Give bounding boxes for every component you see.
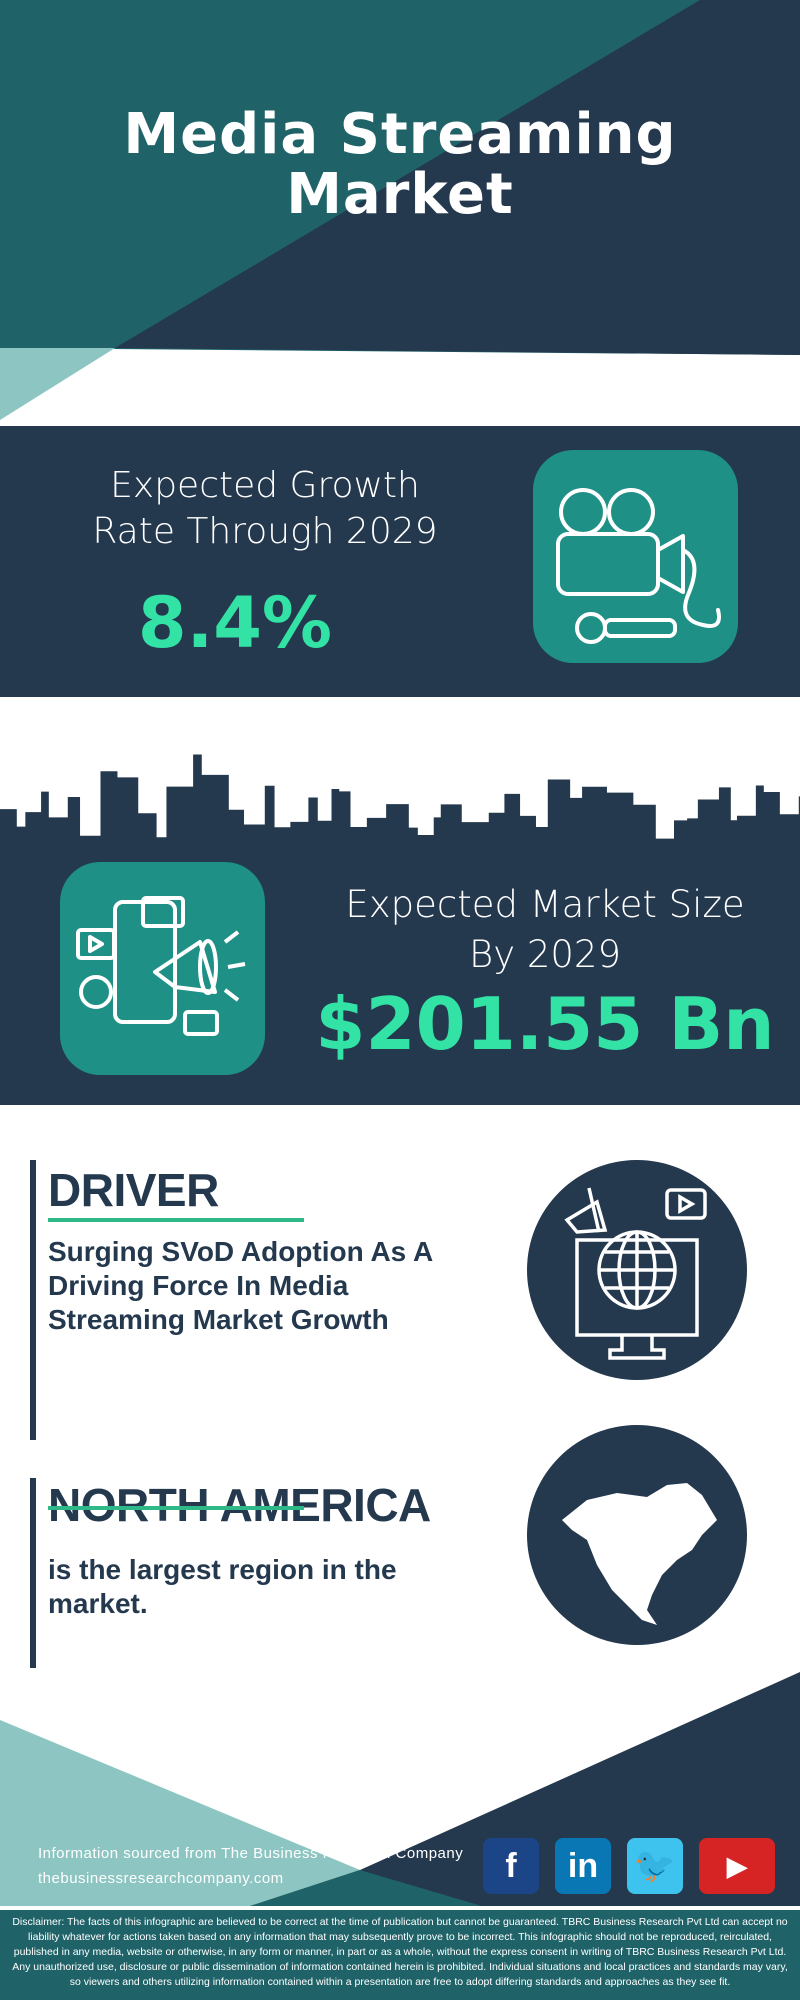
twitter-icon[interactable]: 🐦 — [627, 1838, 683, 1894]
video-camera-microphone-icon — [533, 450, 738, 663]
market-size-value: $201.55 Bn — [315, 982, 775, 1066]
region-underline — [48, 1506, 304, 1510]
region-accent-bar — [30, 1478, 36, 1668]
linkedin-icon[interactable]: in — [555, 1838, 611, 1894]
driver-heading: DRIVER — [48, 1164, 219, 1216]
growth-label: Expected Growth Rate Through 2029 — [50, 463, 480, 555]
globe-monitor-icon — [527, 1160, 747, 1380]
driver-text: Surging SVoD Adoption As A Driving Force… — [48, 1236, 433, 1335]
source-text: Information sourced from The Business Re… — [38, 1845, 464, 1862]
growth-value: 8.4% — [137, 582, 333, 664]
footer-background — [0, 1672, 800, 2000]
social-media-megaphone-icon — [60, 862, 265, 1075]
page-title: Media Streaming Market — [123, 102, 677, 227]
driver-accent-bar — [30, 1160, 36, 1440]
market-size-label-line1: Expected Market Size — [345, 883, 745, 926]
growth-label-line2: Rate Through 2029 — [92, 511, 438, 552]
market-size-label: Expected Market Size By 2029 — [300, 880, 790, 980]
skyline-silhouette — [0, 754, 800, 860]
region-text: is the largest region in the market. — [48, 1554, 397, 1619]
region-heading: NORTH AMERICA — [48, 1479, 431, 1531]
driver-underline — [48, 1218, 304, 1222]
facebook-icon[interactable]: f — [483, 1838, 539, 1894]
header-background — [0, 0, 800, 430]
youtube-icon[interactable]: ▶ — [699, 1838, 775, 1894]
growth-label-line1: Expected Growth — [110, 465, 420, 506]
market-size-label-line2: By 2029 — [468, 933, 622, 976]
city-skyline — [0, 754, 800, 860]
disclaimer: Disclaimer: The facts of this infographi… — [12, 1916, 788, 1988]
website-link[interactable]: thebusinessresearchcompany.com — [38, 1870, 284, 1887]
social-links: f in 🐦 ▶ — [483, 1838, 775, 1894]
north-america-map-icon — [527, 1425, 747, 1645]
